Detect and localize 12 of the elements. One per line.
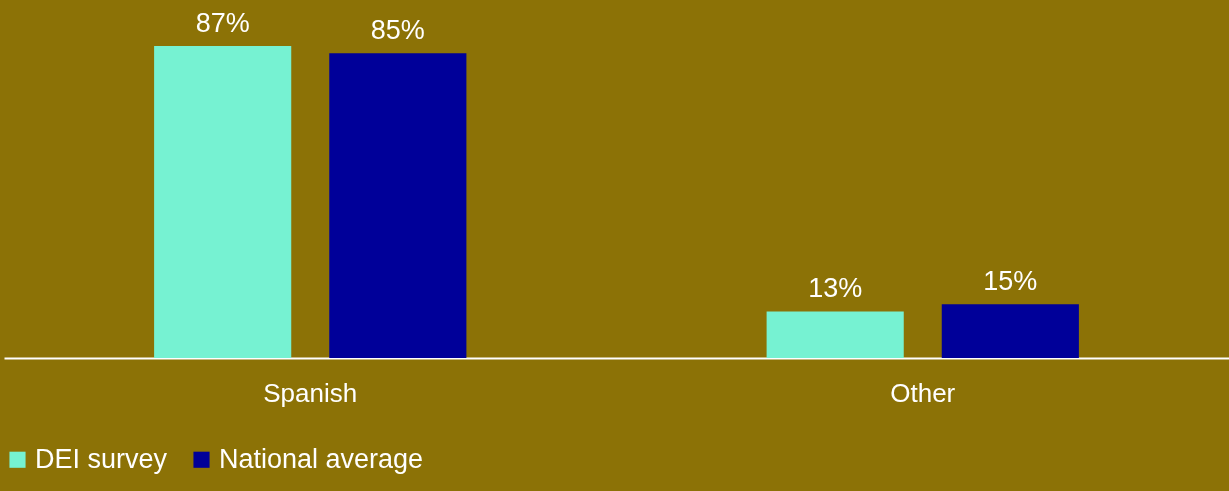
bar	[154, 46, 292, 358]
x-tick-label: Spanish	[263, 377, 358, 408]
x-tick-label: Other	[890, 377, 956, 408]
legend-label: National average	[219, 443, 424, 474]
data-label: 87%	[195, 8, 250, 38]
data-label: 85%	[370, 15, 425, 46]
bar	[766, 311, 904, 358]
data-label: 15%	[983, 266, 1038, 297]
legend-label: DEI survey	[35, 443, 168, 474]
bar	[941, 304, 1079, 358]
data-label: 13%	[808, 273, 863, 304]
bar	[329, 53, 467, 358]
